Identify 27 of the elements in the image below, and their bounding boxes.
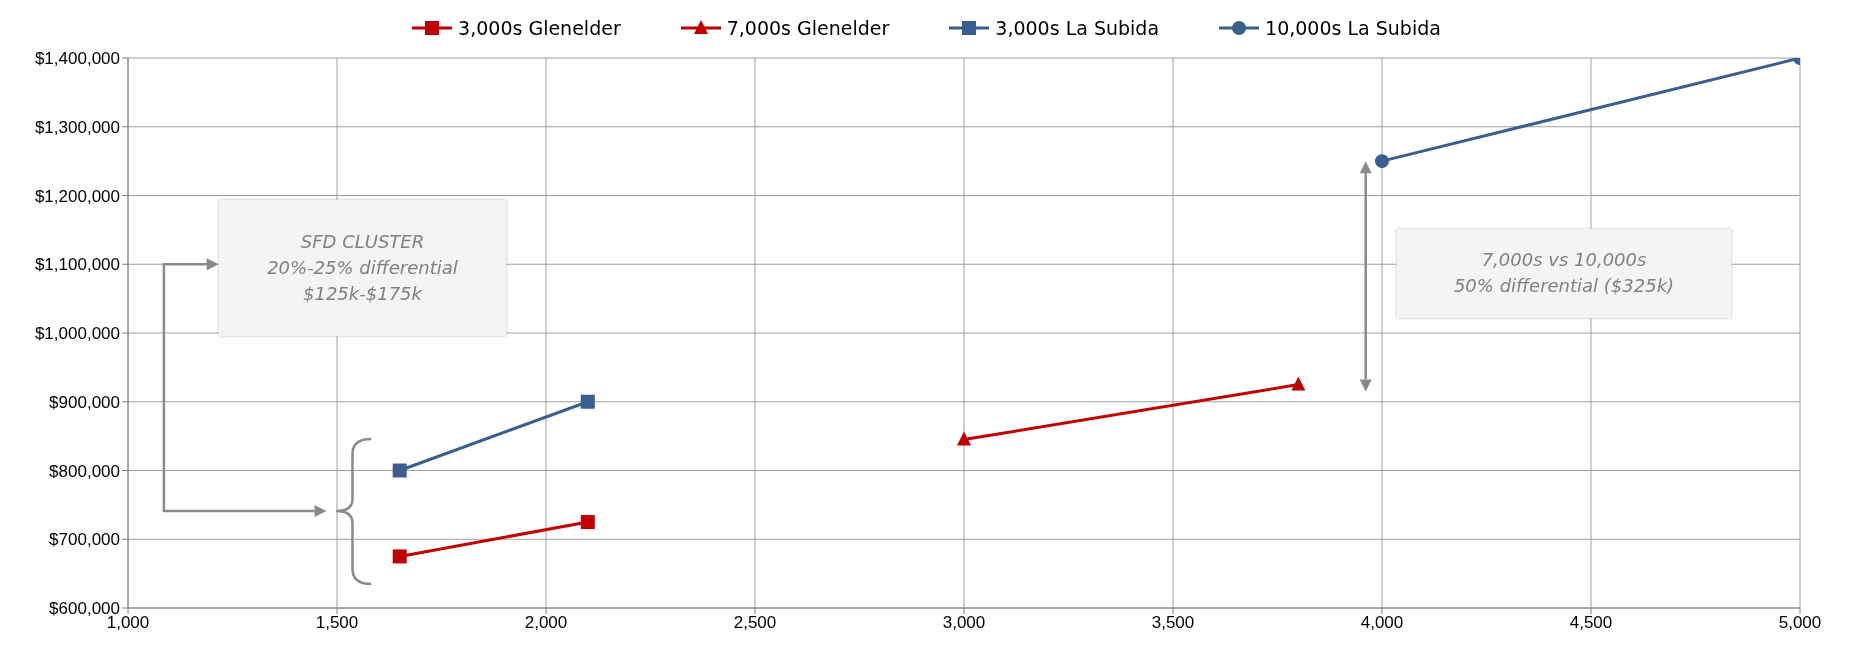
x-tick-label: 1,500 xyxy=(315,613,359,633)
note-box: SFD CLUSTER 20%-25% differential $125k-$175k xyxy=(218,200,507,337)
x-tick-label: 4,500 xyxy=(1569,613,1613,633)
x-tick-label: 2,500 xyxy=(733,613,777,633)
y-tick-label: $700,000 xyxy=(49,530,120,550)
y-tick-label: $1,100,000 xyxy=(34,255,120,275)
legend-label: 3,000s Glenelder xyxy=(458,17,621,39)
y-tick-label: $800,000 xyxy=(49,461,120,481)
note-box: 7,000s vs 10,000s 50% differential ($325k) xyxy=(1396,228,1732,318)
point xyxy=(580,515,595,530)
x-tick-label: 4,000 xyxy=(1360,613,1404,633)
point xyxy=(1375,154,1389,169)
legend-label: 10,000s La Subida xyxy=(1265,17,1441,39)
x-tick-label: 5,000 xyxy=(1778,613,1822,633)
y-tick-label: $1,300,000 xyxy=(34,117,120,137)
point xyxy=(580,394,595,409)
legend-label: 7,000s Glenelder xyxy=(726,17,890,39)
y-tick-label: $900,000 xyxy=(49,392,120,412)
legend-label: 3,000s La Subida xyxy=(995,17,1160,39)
x-tick-label: 2,000 xyxy=(524,613,568,633)
y-tick-label: $1,400,000 xyxy=(34,49,120,69)
x-tick-label: 3,500 xyxy=(1151,613,1195,633)
y-tick-label: $1,000,000 xyxy=(34,324,120,344)
y-tick-label: $1,200,000 xyxy=(34,186,120,206)
point xyxy=(392,463,407,478)
x-tick-label: 3,000 xyxy=(942,613,986,633)
point xyxy=(392,549,407,564)
